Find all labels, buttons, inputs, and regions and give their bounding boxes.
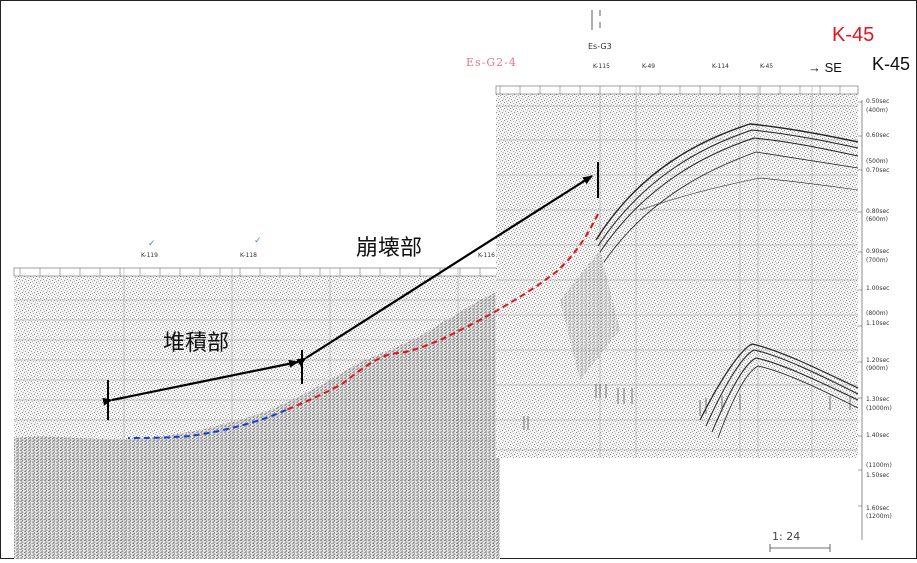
scale-label: 1: 24 [772, 530, 801, 543]
collapse-zone-label: 崩壊部 [356, 236, 423, 261]
time-axis-label: 0.60sec [866, 132, 890, 139]
left-seismic-panel [13, 267, 501, 559]
shotpoint-label: K-119 [141, 252, 158, 259]
time-axis-label: (1100m) [866, 462, 892, 469]
direction-label: → SE [808, 60, 842, 75]
shotpoint-label: K-115 [593, 63, 610, 70]
time-axis-label: (1000m) [866, 405, 892, 412]
shotpoint-label: K-49 [642, 63, 656, 70]
es-g3-label: Es-G3 [588, 42, 612, 51]
time-axis-label: (500m) [866, 158, 888, 165]
time-axis-label: (900m) [866, 365, 888, 372]
time-axis-label: 1.10sec [866, 320, 890, 327]
k45-red-label: K-45 [832, 24, 875, 46]
right-seismic-panel [495, 85, 859, 458]
time-axis-ruler [858, 100, 863, 540]
scale-bar [769, 544, 831, 552]
time-axis-label: 1.30sec [866, 396, 890, 403]
time-axis-label: 1.40sec [866, 432, 890, 439]
shotpoint-label: K-116 [478, 252, 495, 259]
time-axis-label: (600m) [866, 216, 888, 223]
deposit-zone-label: 堆積部 [163, 331, 230, 356]
deposit-zone-arrow [102, 359, 299, 406]
seafloor-reflectors [595, 123, 859, 263]
time-axis-label: 0.50sec [866, 98, 890, 105]
time-axis-label: (1200m) [866, 513, 892, 520]
check-icon: ✓ [148, 239, 156, 249]
k45-line-label: K-45 [872, 54, 911, 74]
check-icon: ✓ [254, 236, 262, 246]
deposit-line [127, 409, 287, 439]
right-panel-background [496, 86, 858, 458]
handwritten-note: Es-G2-4 [466, 56, 517, 69]
time-axis-label: 1.50sec [866, 472, 890, 479]
time-axis-label: 0.80sec [866, 208, 890, 215]
time-axis-label: 1.20sec [866, 357, 890, 364]
shotpoint-label: K-118 [240, 252, 257, 259]
time-axis-label: 1.60sec [866, 505, 890, 512]
shotpoint-label: K-114 [712, 63, 729, 70]
right-panel-gridlines [496, 86, 858, 458]
time-axis-label: 0.70sec [866, 167, 890, 174]
time-axis-label: 1.00sec [866, 285, 890, 292]
time-axis-label: 0.90sec [866, 248, 890, 255]
shotpoint-label: K-45 [760, 63, 774, 70]
shotpoint-annotation-marks [523, 384, 851, 430]
collapse-zone-arrow [296, 175, 593, 367]
deep-anticline-reflectors [699, 343, 859, 439]
time-axis-label: (700m) [866, 257, 888, 264]
es-g3-marker [591, 10, 601, 30]
time-axis-label: (800m) [866, 310, 888, 317]
time-axis-label: (400m) [866, 107, 888, 114]
